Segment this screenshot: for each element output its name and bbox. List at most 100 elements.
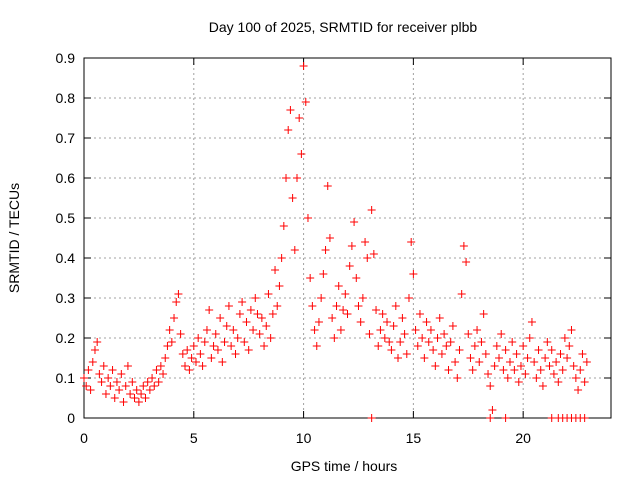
data-point	[244, 346, 253, 354]
data-point	[139, 382, 148, 390]
data-point	[325, 234, 334, 242]
y-tick-label: 0	[67, 410, 75, 426]
data-point	[189, 342, 198, 350]
data-point	[582, 358, 591, 366]
data-point	[255, 330, 264, 338]
data-point	[372, 306, 381, 314]
data-point	[466, 354, 475, 362]
data-point	[352, 274, 361, 282]
data-point	[374, 342, 383, 350]
y-tick-label: 0.1	[56, 370, 76, 386]
data-point	[462, 258, 471, 266]
data-point	[145, 386, 154, 394]
data-point	[97, 378, 106, 386]
data-point	[468, 366, 477, 374]
data-point	[134, 398, 143, 406]
data-point	[132, 386, 141, 394]
data-point	[536, 366, 545, 374]
data-point	[288, 194, 297, 202]
data-point	[420, 354, 429, 362]
data-point	[268, 310, 277, 318]
data-point	[457, 290, 466, 298]
data-point	[200, 338, 209, 346]
data-point	[80, 374, 88, 382]
data-point	[486, 414, 495, 422]
data-point	[402, 350, 411, 358]
data-point	[110, 394, 119, 402]
data-point	[464, 330, 473, 338]
data-point	[231, 350, 240, 358]
data-point	[317, 294, 326, 302]
plot-frame	[83, 57, 612, 419]
chart-title: Day 100 of 2025, SRMTID for receiver plb…	[209, 19, 478, 35]
data-point	[88, 358, 97, 366]
data-point	[334, 282, 343, 290]
data-point	[273, 302, 282, 310]
data-point	[576, 366, 585, 374]
data-point	[112, 378, 121, 386]
data-point	[282, 174, 291, 182]
data-point	[264, 290, 273, 298]
data-point	[413, 342, 422, 350]
data-point	[163, 342, 172, 350]
data-point	[547, 346, 556, 354]
data-point	[356, 318, 365, 326]
data-point	[407, 238, 416, 246]
data-point	[117, 370, 126, 378]
data-point	[101, 390, 110, 398]
data-point	[501, 346, 510, 354]
data-point	[378, 310, 387, 318]
data-point	[306, 274, 315, 282]
data-point	[93, 338, 102, 346]
data-point	[404, 294, 413, 302]
data-point	[154, 378, 163, 386]
data-point	[216, 314, 225, 322]
data-point	[178, 350, 187, 358]
data-point	[481, 350, 490, 358]
data-point	[446, 338, 455, 346]
data-point	[205, 306, 214, 314]
data-point	[222, 322, 231, 330]
data-point	[448, 322, 457, 330]
data-point	[297, 150, 306, 158]
data-point	[534, 346, 543, 354]
data-point	[104, 374, 113, 382]
data-point	[578, 350, 587, 358]
data-point	[475, 358, 484, 366]
data-point	[574, 386, 583, 394]
data-point	[275, 282, 284, 290]
data-point	[521, 370, 530, 378]
x-axis-label: GPS time / hours	[291, 458, 398, 474]
data-point	[363, 254, 372, 262]
data-point	[246, 306, 255, 314]
data-point	[580, 378, 589, 386]
data-point	[459, 242, 468, 250]
data-point	[277, 254, 286, 262]
data-point	[354, 302, 363, 310]
data-point	[240, 338, 249, 346]
data-point	[213, 346, 222, 354]
data-point	[90, 346, 99, 354]
data-point	[181, 362, 190, 370]
data-point	[172, 298, 181, 306]
data-point	[455, 346, 464, 354]
data-point	[141, 394, 150, 402]
data-point	[343, 310, 352, 318]
data-point	[339, 306, 348, 314]
data-point	[549, 370, 558, 378]
data-point	[376, 326, 385, 334]
data-point	[560, 334, 569, 342]
data-point	[170, 314, 179, 322]
data-point	[490, 362, 499, 370]
data-point	[238, 298, 247, 306]
data-point	[321, 246, 330, 254]
data-point	[229, 326, 238, 334]
data-point	[409, 270, 418, 278]
data-point	[350, 218, 359, 226]
data-point	[552, 358, 561, 366]
data-point	[202, 326, 211, 334]
data-point	[470, 342, 479, 350]
data-point	[523, 354, 532, 362]
data-point	[437, 350, 446, 358]
data-point	[332, 302, 341, 310]
